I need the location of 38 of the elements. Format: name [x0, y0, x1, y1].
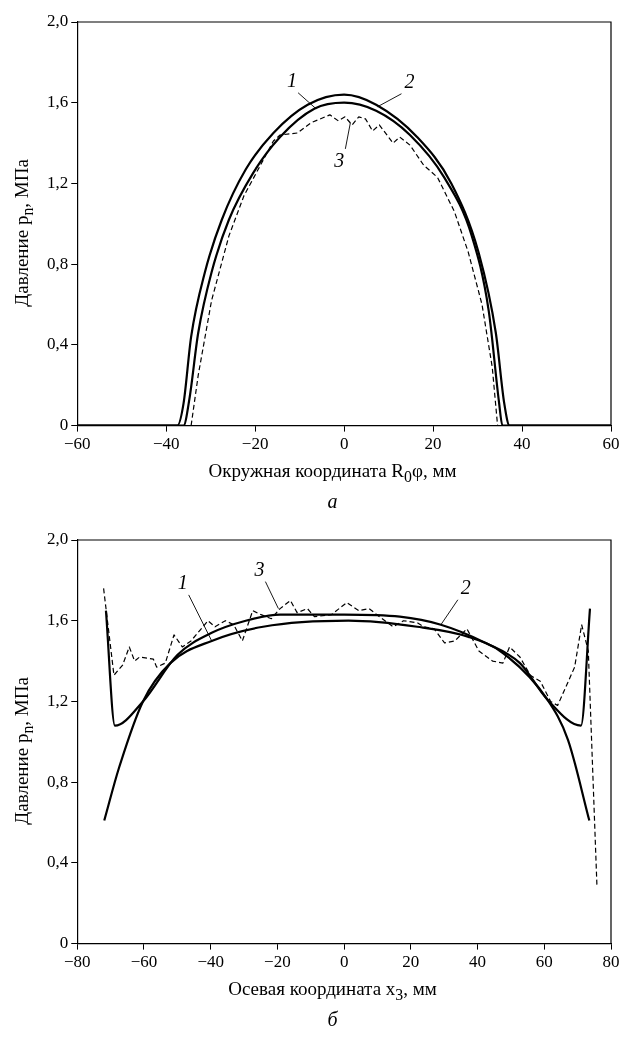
x-tick-label: 0: [339, 434, 349, 454]
y-tick-label: 1,6: [47, 92, 69, 112]
y-tick-label: 0,4: [47, 334, 69, 354]
annotation: 3: [253, 557, 265, 580]
x-tick-label: 20: [402, 952, 420, 972]
x-tick-label: −20: [241, 434, 269, 454]
annotation: 2: [404, 70, 415, 93]
x-tick-label: −60: [130, 952, 158, 972]
x-axis-title: Осевая координата x$_{3}$, мм: [227, 978, 438, 1004]
x-tick-label: −40: [197, 952, 224, 972]
annotation: 3: [333, 149, 345, 172]
y-tick-label: 0: [59, 933, 69, 953]
x-tick-label: 60: [535, 952, 553, 972]
x-tick-label: −60: [63, 434, 91, 454]
y-tick-label: 0,8: [47, 771, 69, 791]
x-tick-label: 20: [424, 434, 442, 454]
text: а: [326, 490, 339, 513]
annotation: 1: [287, 69, 298, 92]
annotation: 2: [460, 576, 471, 599]
y-tick-label: 0,4: [47, 852, 69, 872]
x-tick-label: −20: [264, 952, 291, 972]
y-tick-label: 2,0: [47, 11, 69, 31]
y-tick-label: 1,2: [47, 172, 69, 192]
x-tick-label: −40: [152, 434, 180, 454]
y-tick-label: 1,2: [47, 690, 69, 710]
y-tick-label: 0: [59, 415, 69, 435]
x-tick-label: 0: [339, 952, 349, 972]
x-tick-label: 60: [602, 434, 620, 454]
text: б: [326, 1008, 339, 1031]
x-tick-label: −80: [63, 952, 91, 972]
x-axis-title: Окружная координата R$_{0}$φ, мм: [207, 460, 458, 486]
x-tick-label: 40: [513, 434, 531, 454]
y-tick-label: 0,8: [47, 253, 69, 273]
y-tick-label: 2,0: [47, 529, 69, 549]
x-tick-label: 40: [469, 952, 487, 972]
y-tick-label: 1,6: [47, 610, 69, 630]
annotation: 1: [177, 571, 188, 594]
x-tick-label: 80: [602, 952, 620, 972]
